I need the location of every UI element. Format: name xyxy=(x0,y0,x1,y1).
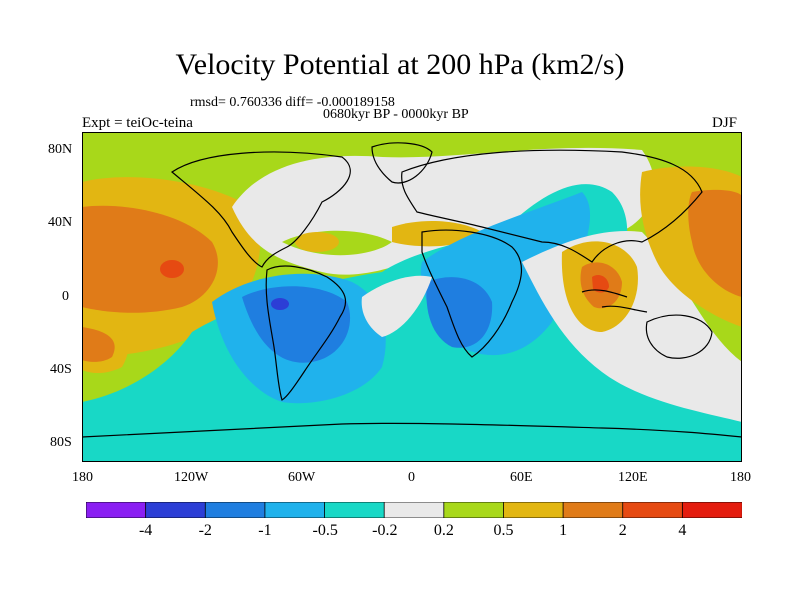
coastline-north-america xyxy=(170,151,351,268)
season-label: DJF xyxy=(712,115,738,131)
lat-tick-40n: 40N xyxy=(48,215,73,230)
coastlines xyxy=(82,142,742,438)
colorbar-label: -2 xyxy=(198,522,212,539)
field-pacific-positive-core xyxy=(82,205,218,313)
velocity-potential-map xyxy=(82,132,742,462)
colorbar-swatch xyxy=(264,502,326,518)
stats-line: rmsd= 0.760336 diff= -0.000189158 xyxy=(190,95,395,110)
colorbar-swatch xyxy=(562,502,624,518)
colorbar-label: 1 xyxy=(559,522,568,539)
colorbar-swatch xyxy=(86,502,147,518)
colorbar-label: -0.2 xyxy=(372,522,398,539)
lat-tick-80n: 80N xyxy=(48,142,73,157)
field-pacific-maximum xyxy=(160,260,184,278)
coastline-maritime-continent xyxy=(581,289,648,313)
colorbar-swatch xyxy=(204,502,266,518)
lon-tick-180-right: 180 xyxy=(730,470,751,485)
lon-tick-60e: 60E xyxy=(510,470,533,485)
experiment-label: Expt = teiOc-teina xyxy=(82,115,193,131)
colorbar-label: 0.5 xyxy=(493,522,514,539)
colorbar-swatch xyxy=(622,502,684,518)
lon-tick-120w: 120W xyxy=(174,470,209,485)
coastline-eurasia xyxy=(401,149,703,263)
colorbar-swatch xyxy=(681,502,742,518)
lat-tick-80s: 80S xyxy=(50,435,72,450)
colorbar-label: -4 xyxy=(138,522,153,539)
lat-tick-0: 0 xyxy=(62,289,69,304)
period-label: 0680kyr BP - 0000kyr BP xyxy=(323,107,469,122)
colorbar-swatch xyxy=(443,502,505,518)
colorbar-label: -1 xyxy=(258,522,272,539)
colorbar-label: 4 xyxy=(678,522,687,539)
lon-tick-60w: 60W xyxy=(288,470,316,485)
lat-tick-40s: 40S xyxy=(50,362,72,377)
colorbar-swatch xyxy=(383,502,445,518)
coastline-antarctica xyxy=(82,422,742,438)
colorbar-label: 0.2 xyxy=(433,522,454,539)
colorbar-swatch xyxy=(324,502,385,518)
map-frame xyxy=(82,132,742,462)
coastline-australia xyxy=(645,314,713,359)
colorbar-label: -0.5 xyxy=(312,522,338,539)
colorbar xyxy=(86,502,742,518)
lon-tick-120e: 120E xyxy=(618,470,648,485)
lon-tick-180-left: 180 xyxy=(72,470,93,485)
field-south-america-minimum xyxy=(271,298,289,310)
plot-title: Velocity Potential at 200 hPa (km2/s) xyxy=(175,48,625,81)
lon-tick-0: 0 xyxy=(408,470,415,485)
colorbar-swatch xyxy=(503,502,564,518)
colorbar-swatch xyxy=(145,502,206,518)
coastline-greenland xyxy=(371,142,433,184)
colorbar-label: 2 xyxy=(618,522,627,539)
coastline-africa xyxy=(421,229,523,358)
coastline-south-america xyxy=(265,265,347,401)
